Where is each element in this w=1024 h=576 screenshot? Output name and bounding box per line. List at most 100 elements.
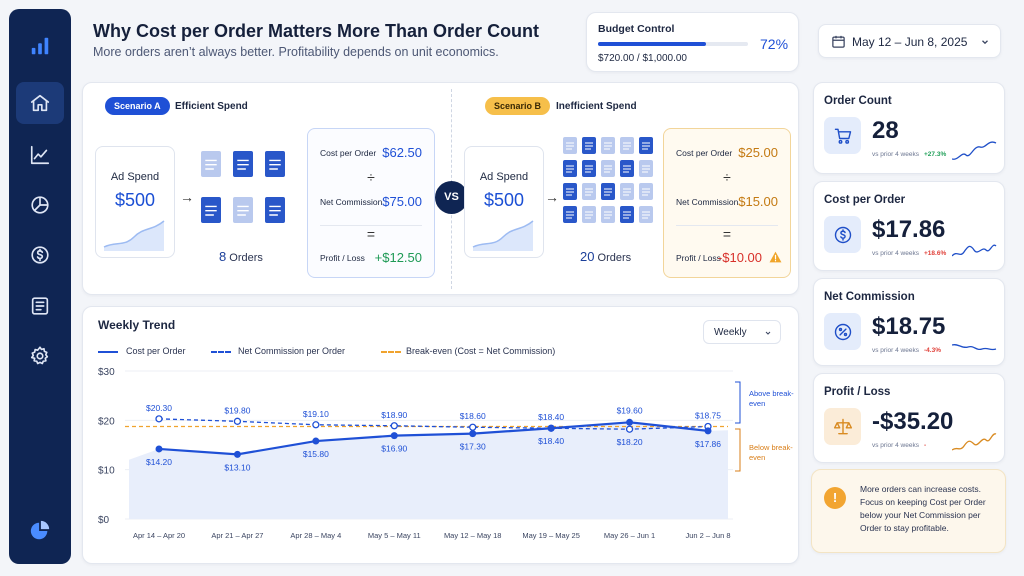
scenario-a-title: Efficient Spend (175, 101, 248, 112)
commission-data-label: $18.75 (695, 411, 721, 421)
y-tick-label: $0 (98, 515, 110, 526)
commission-data-label: $18.20 (617, 437, 643, 447)
equals-sign: = (366, 226, 376, 242)
equals-sign: = (722, 226, 732, 242)
sidebar (9, 9, 71, 564)
y-tick-label: $20 (98, 416, 115, 427)
kpi-compare: vs prior 4 weeks (872, 347, 919, 354)
divider (676, 225, 778, 226)
x-tick-label: May 12 – May 18 (444, 531, 502, 540)
logo-bar-chart-icon[interactable] (16, 25, 64, 67)
scenario-b-orders-grid (563, 137, 663, 249)
scenario-a-calculation: Cost per Order $62.50 ÷ Net Commission $… (307, 128, 435, 278)
order-doc-icon (601, 137, 615, 154)
kpi-sparkline (952, 244, 997, 257)
kpi-sparkline (952, 433, 997, 451)
ad-spend-value: $500 (483, 190, 525, 210)
legend-swatch-breakeven (381, 351, 401, 353)
page-title: Why Cost per Order Matters More Than Ord… (93, 21, 540, 41)
alert-icon: ! (824, 487, 846, 509)
order-doc-icon (265, 197, 285, 223)
cost-line (158, 421, 709, 456)
home-icon[interactable] (16, 82, 64, 124)
commission-data-label: $19.10 (303, 409, 329, 419)
kpi-sparkline (952, 343, 997, 351)
vs-badge: VS (435, 181, 468, 214)
order-doc-icon (639, 160, 653, 177)
commission-data-label: $18.90 (381, 410, 407, 420)
scenario-b-orders: 20 Orders (580, 249, 632, 264)
order-doc-icon (233, 151, 253, 177)
ad-spend-value: $500 (114, 190, 156, 210)
order-doc-icon (620, 137, 634, 154)
kpi-delta: +27.3% (924, 151, 947, 158)
commission-point (625, 425, 634, 433)
commission-point (233, 417, 242, 425)
below-breakeven-label: Below break-even (749, 443, 793, 462)
dollar-circle-icon (824, 216, 861, 253)
kpi-delta: - (924, 442, 927, 449)
gear-icon[interactable] (16, 335, 64, 377)
cost-per-order-value: $62.50 (382, 145, 422, 160)
kpi-card-3: Profit / Loss -$35.20 vs prior 4 weeks - (813, 373, 1005, 463)
budget-progress-fill (598, 42, 706, 46)
profit-loss-label: Profit / Loss (676, 253, 721, 263)
divide-sign: ÷ (367, 169, 375, 185)
legend-swatch-commission (211, 351, 231, 353)
brand-pie-icon[interactable] (16, 510, 64, 552)
page-subtitle: More orders aren’t always better. Profit… (93, 45, 499, 59)
cart-icon (824, 117, 861, 154)
commission-data-label: $19.80 (224, 405, 250, 415)
chevron-down-icon (765, 331, 771, 335)
dollar-icon[interactable] (16, 234, 64, 276)
legend-item-breakeven: Break-even (Cost = Net Commission) (406, 346, 556, 356)
commission-data-label: $20.30 (146, 403, 172, 413)
kpi-value: 28 (872, 117, 899, 144)
arrow-right-icon: → (545, 189, 559, 205)
net-commission-label: Net Commission (676, 197, 739, 207)
commission-data-label: $18.40 (538, 412, 564, 422)
kpi-label: Profit / Loss (824, 386, 891, 398)
x-tick-label: Jun 2 – Jun 8 (685, 531, 730, 540)
cost-data-label: $18.40 (538, 436, 564, 446)
interval-dropdown[interactable]: Weekly (703, 320, 781, 344)
order-doc-icon (620, 206, 634, 223)
kpi-value: $17.86 (872, 216, 946, 243)
scale-icon (824, 408, 861, 445)
arrow-right-icon: → (180, 189, 194, 205)
order-doc-icon (601, 160, 615, 177)
order-doc-icon (601, 183, 615, 200)
profit-loss-value: -$10.00 (717, 250, 762, 265)
x-tick-label: May 5 – May 11 (368, 531, 421, 540)
date-range-picker[interactable]: May 12 – Jun 8, 2025 (818, 24, 1001, 58)
x-tick-label: May 26 – Jun 1 (604, 531, 655, 540)
chevron-down-icon (982, 40, 988, 45)
spend-area-sparkline (472, 220, 534, 251)
cost-point (626, 418, 634, 426)
order-doc-icon (620, 160, 634, 177)
report-icon[interactable] (16, 285, 64, 327)
y-tick-label: $30 (98, 367, 115, 378)
above-breakeven-label: Above break-even (749, 389, 794, 408)
order-doc-icon (582, 137, 596, 154)
cost-data-label: $19.60 (617, 405, 643, 415)
weekly-trend-card: Weekly Trend Weekly Cost per Order Net C… (82, 306, 799, 564)
cost-point (704, 427, 712, 435)
x-tick-label: Apr 14 – Apr 20 (133, 531, 185, 540)
kpi-label: Net Commission (824, 291, 915, 303)
order-doc-icon (639, 137, 653, 154)
commission-point (312, 421, 320, 429)
kpi-card-1: Cost per Order $17.86 vs prior 4 weeks +… (813, 181, 1005, 271)
below-bracket (735, 428, 741, 472)
cost-area (129, 422, 728, 519)
legend-item-cost: Cost per Order (126, 346, 186, 356)
kpi-label: Cost per Order (824, 194, 906, 206)
kpi-sparkline (952, 141, 997, 160)
trend-line-icon[interactable] (16, 134, 64, 176)
x-tick-label: Apr 21 – Apr 27 (211, 531, 263, 540)
budget-progress-track (598, 42, 748, 46)
ad-spend-label: Ad Spend (110, 171, 160, 183)
commission-point (390, 422, 398, 430)
pie-chart-icon[interactable] (16, 184, 64, 226)
kpi-card-2: Net Commission $18.75 vs prior 4 weeks -… (813, 278, 1005, 366)
